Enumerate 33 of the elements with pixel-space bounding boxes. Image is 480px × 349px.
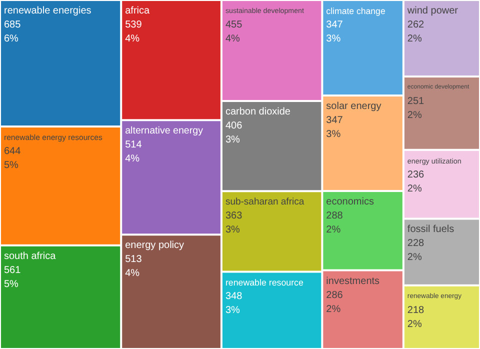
data-label: 406 3% [225, 120, 243, 146]
data-label: 347 3% [326, 20, 344, 44]
category-label: carbon dioxide [225, 106, 291, 118]
data-label: 539 4% [125, 20, 142, 44]
data-label: 363 3% [225, 210, 243, 236]
data-label: 514 4% [125, 140, 142, 165]
category-label: energy policy [125, 240, 184, 252]
data-label: 561 5% [4, 264, 22, 290]
data-label: 286 2% [326, 290, 344, 315]
category-label: economics [326, 196, 374, 208]
category-label: climate change [326, 6, 386, 16]
data-label: 228 2% [407, 238, 425, 264]
data-label: 218 2% [407, 304, 425, 330]
category-label: africa [125, 6, 150, 16]
data-label: 513 4% [125, 254, 142, 280]
category-label: solar energy [326, 101, 382, 112]
data-label: 288 2% [326, 210, 344, 236]
data-label: 236 2% [407, 169, 425, 194]
category-label: investments [326, 276, 380, 287]
data-label: 644 5% [4, 146, 22, 171]
category-label: south africa [4, 250, 56, 262]
category-label: alternative energy [125, 126, 204, 137]
category-label: sub-saharan africa [225, 196, 305, 208]
category-label: renewable resource [225, 278, 304, 288]
data-label: 251 2% [407, 96, 425, 122]
data-label: 685 6% [4, 20, 22, 44]
category-label: renewable energies [4, 6, 92, 16]
data-label: 348 3% [225, 291, 243, 316]
category-label: wind power [406, 6, 459, 16]
category-label: fossil fuels [407, 224, 454, 236]
data-label: 347 3% [326, 115, 344, 140]
data-label: 262 2% [407, 20, 425, 44]
data-label: 455 4% [225, 20, 243, 44]
